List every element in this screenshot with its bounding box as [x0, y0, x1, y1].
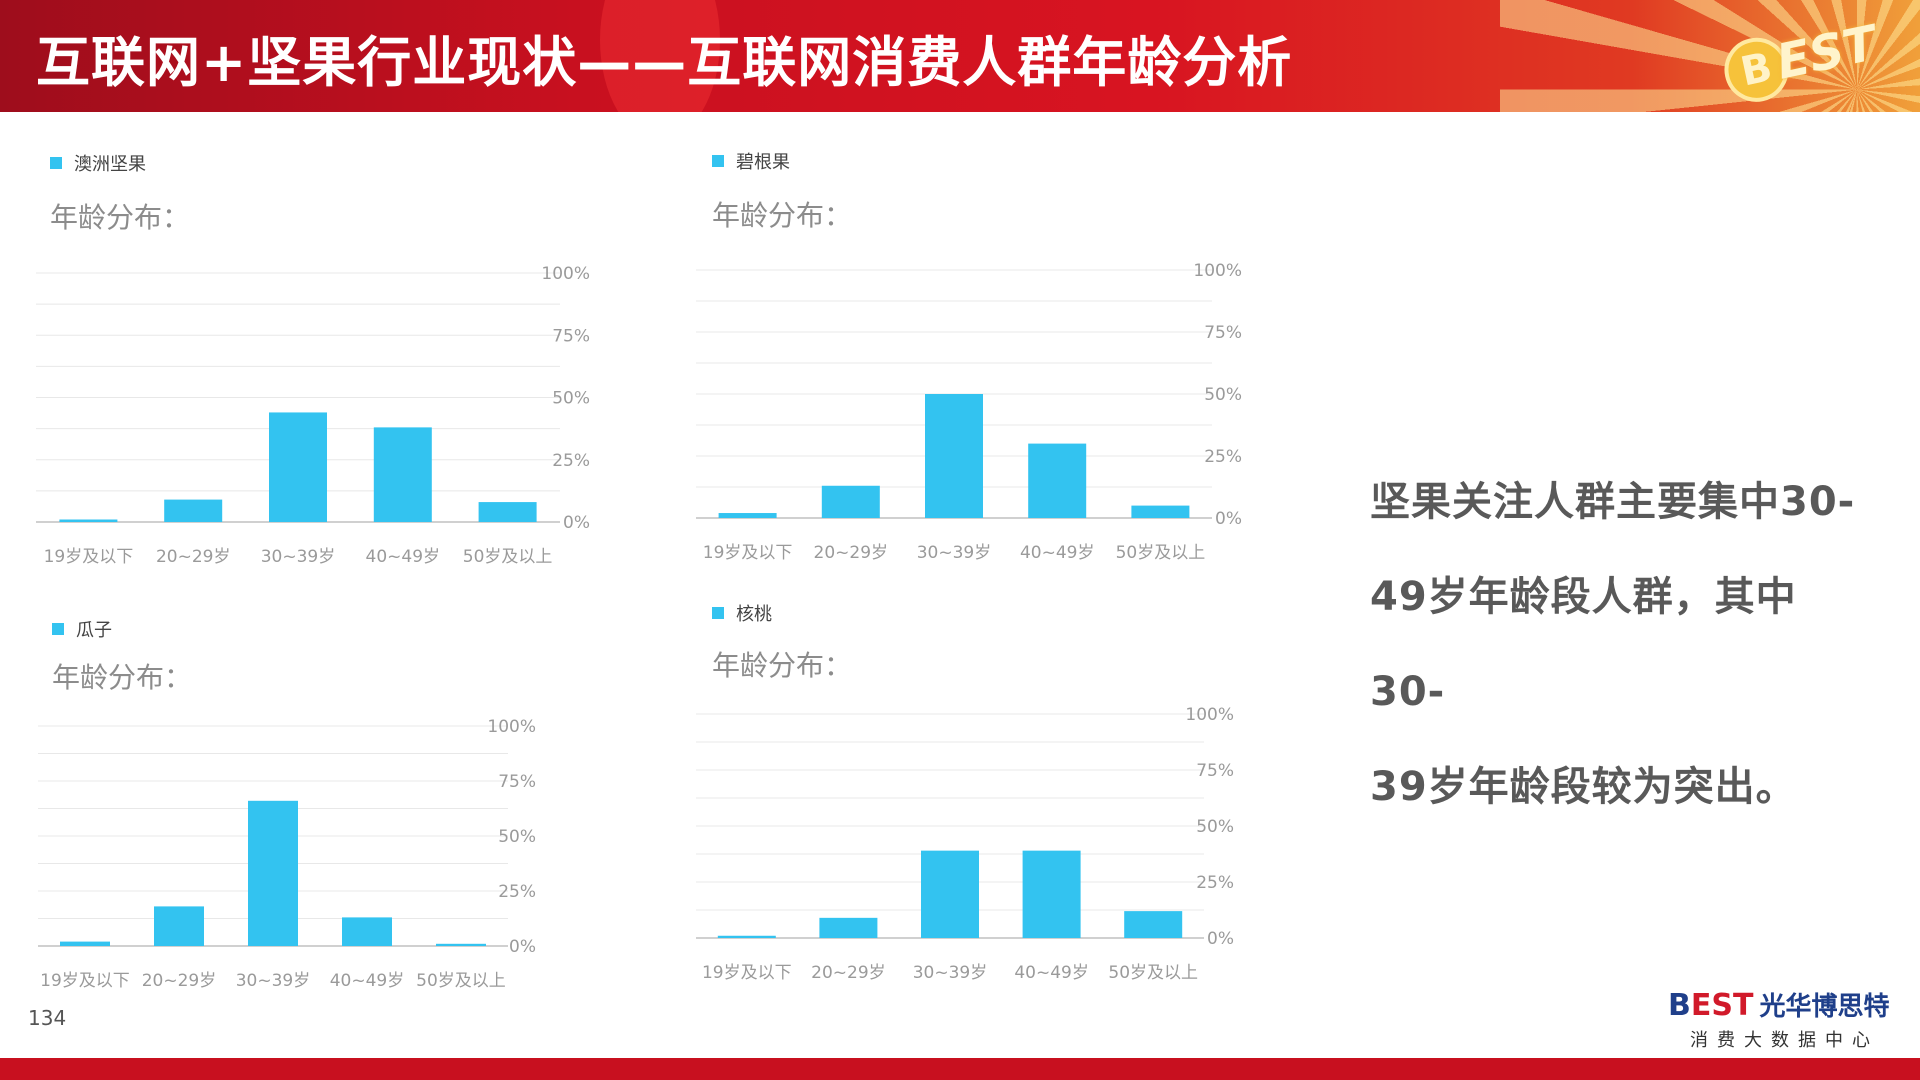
- x-tick-label: 50岁及以上: [416, 971, 506, 991]
- bar: [921, 850, 979, 938]
- footer-logo: BEST 光华博思特 消费大数据中心: [1668, 986, 1908, 1051]
- summary-line-1: 坚果关注人群主要集中30-: [1370, 479, 1856, 525]
- chart-4-legend-label: 核桃: [736, 604, 772, 625]
- bar: [821, 485, 880, 518]
- y-tick-label: 0%: [563, 513, 590, 533]
- y-tick-label: 25%: [1196, 873, 1234, 893]
- bottom-bar: [0, 1058, 1920, 1080]
- chart-1-legend: 澳洲坚果: [50, 150, 146, 176]
- x-tick-label: 50岁及以上: [463, 547, 553, 567]
- y-tick-label: 100%: [541, 264, 590, 284]
- y-tick-label: 100%: [1185, 705, 1234, 725]
- footer-brand: BEST 光华博思特: [1668, 986, 1889, 1023]
- y-tick-label: 50%: [1204, 385, 1242, 405]
- summary-line-2: 49岁年龄段人群，其中30-: [1370, 574, 1797, 715]
- bar: [154, 906, 204, 946]
- x-tick-label: 19岁及以下: [40, 971, 130, 991]
- x-tick-label: 30~39岁: [236, 971, 311, 991]
- chart-3-legend-label: 瓜子: [76, 620, 112, 641]
- x-tick-label: 40~49岁: [1014, 963, 1089, 983]
- x-tick-label: 40~49岁: [1020, 543, 1095, 563]
- page-number: 134: [28, 1006, 67, 1030]
- y-tick-label: 0%: [1215, 509, 1242, 529]
- chart-3-bar-chart: 0% 25% 50% 75% 100% 19岁及以下 20~29岁 30~39岁 40~49岁 5…: [38, 717, 536, 991]
- chart-2-subtitle: 年龄分布：: [712, 199, 853, 232]
- bar: [478, 502, 537, 522]
- chart-1-subtitle: 年龄分布：: [50, 201, 191, 234]
- bar: [1028, 443, 1087, 518]
- page-title: 互联网+坚果行业现状——互联网消费人群年龄分析: [36, 31, 1293, 94]
- footer-brand-cn: 光华博思特: [1759, 992, 1890, 1022]
- x-tick-label: 20~29岁: [811, 963, 886, 983]
- y-tick-label: 25%: [552, 451, 590, 471]
- y-tick-label: 75%: [1196, 761, 1234, 781]
- legend-swatch: [712, 607, 724, 619]
- y-tick-label: 75%: [552, 326, 590, 346]
- x-tick-label: 40~49岁: [366, 547, 441, 567]
- y-tick-label: 0%: [509, 937, 536, 957]
- bar: [718, 513, 777, 518]
- bar: [717, 935, 776, 938]
- chart-2-bar-chart: 0% 25% 50% 75% 100% 19岁及以下 20~29岁 30~39岁 40~49岁 5…: [696, 261, 1242, 563]
- x-tick-label: 20~29岁: [156, 547, 231, 567]
- bar: [1022, 850, 1081, 938]
- x-tick-label: 19岁及以下: [702, 963, 792, 983]
- legend-swatch: [52, 623, 64, 635]
- y-tick-label: 50%: [552, 389, 590, 409]
- footer-brand-est: EST: [1690, 988, 1754, 1023]
- header-glow: [600, 0, 720, 112]
- y-tick-label: 0%: [1207, 929, 1234, 949]
- x-tick-label: 50岁及以上: [1116, 543, 1206, 563]
- y-tick-label: 50%: [498, 827, 536, 847]
- bar: [373, 427, 432, 522]
- chart-2-legend: 碧根果: [712, 148, 790, 174]
- header-banner: 互联网+坚果行业现状——互联网消费人群年龄分析 B EST: [0, 0, 1920, 112]
- chart-2-legend-label: 碧根果: [736, 152, 790, 173]
- header-rays: [1500, 0, 1920, 112]
- bar: [819, 917, 878, 938]
- chart-3-subtitle: 年龄分布：: [52, 661, 193, 694]
- x-tick-label: 20~29岁: [142, 971, 217, 991]
- chart-4-subtitle: 年龄分布：: [712, 649, 853, 682]
- x-tick-label: 20~29岁: [814, 543, 889, 563]
- x-tick-label: 30~39岁: [913, 963, 988, 983]
- x-tick-label: 40~49岁: [330, 971, 405, 991]
- y-tick-label: 100%: [1193, 261, 1242, 281]
- bar: [248, 800, 298, 946]
- bar: [342, 917, 392, 946]
- bar: [925, 394, 983, 518]
- chart-1-bar-chart: 0% 25% 50% 75% 100% 19岁及以下 20~29岁 30~39岁 40~49岁 5…: [36, 264, 590, 567]
- chart-1-legend-label: 澳洲坚果: [74, 154, 146, 175]
- legend-swatch: [712, 155, 724, 167]
- footer-brand-b: B: [1668, 988, 1691, 1023]
- y-tick-label: 75%: [498, 772, 536, 792]
- bar: [1131, 505, 1190, 518]
- y-tick-label: 25%: [1204, 447, 1242, 467]
- x-tick-label: 30~39岁: [261, 547, 336, 567]
- chart-3-legend: 瓜子: [52, 616, 112, 642]
- x-tick-label: 50岁及以上: [1108, 963, 1198, 983]
- y-tick-label: 50%: [1196, 817, 1234, 837]
- y-tick-label: 25%: [498, 882, 536, 902]
- summary-text: 坚果关注人群主要集中30- 49岁年龄段人群，其中30- 39岁年龄段较为突出。: [1370, 455, 1860, 835]
- bar: [1124, 911, 1183, 938]
- legend-swatch: [50, 157, 62, 169]
- bar: [59, 519, 118, 522]
- chart-4-legend: 核桃: [712, 600, 772, 626]
- bar: [269, 412, 327, 522]
- best-logo-text: EST: [1771, 15, 1882, 91]
- bar: [164, 499, 223, 522]
- chart-4-bar-chart: 0% 25% 50% 75% 100% 19岁及以下 20~29岁 30~39岁 40~49岁 5…: [696, 705, 1234, 983]
- footer-brand-sub: 消费大数据中心: [1690, 1030, 1879, 1051]
- bar: [436, 943, 486, 946]
- x-tick-label: 19岁及以下: [703, 543, 793, 563]
- bar: [60, 941, 110, 946]
- x-tick-label: 19岁及以下: [44, 547, 134, 567]
- summary-line-3: 39岁年龄段较为突出。: [1370, 764, 1797, 810]
- y-tick-label: 75%: [1204, 323, 1242, 343]
- y-tick-label: 100%: [487, 717, 536, 737]
- x-tick-label: 30~39岁: [917, 543, 992, 563]
